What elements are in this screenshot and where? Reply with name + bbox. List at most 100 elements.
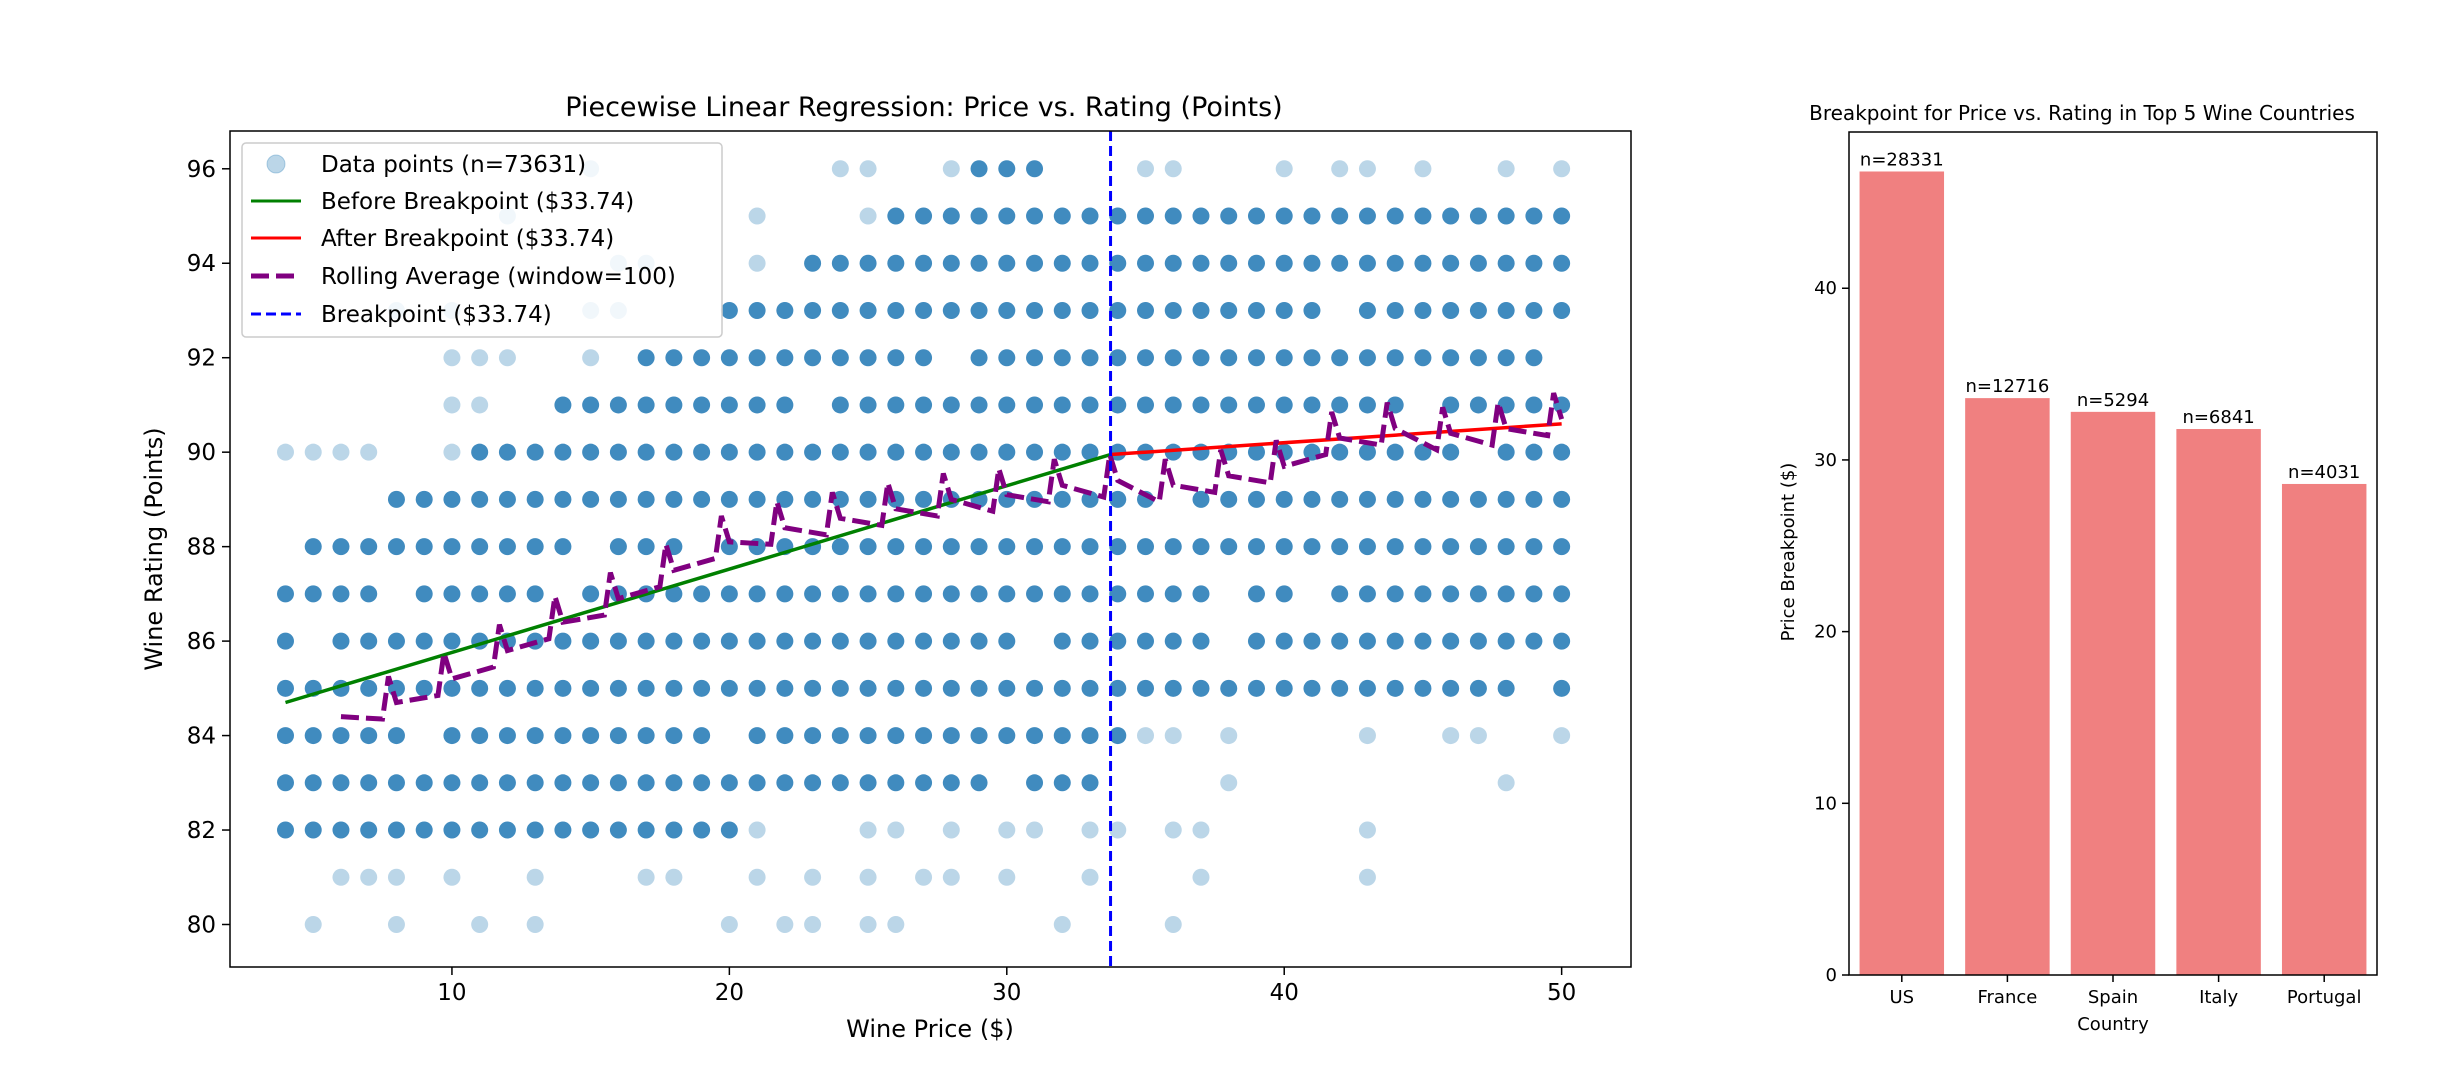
data-point [776, 490, 794, 508]
data-point [1053, 443, 1071, 461]
data-point [582, 585, 600, 603]
data-point [443, 821, 461, 839]
data-point [970, 585, 988, 603]
data-point [554, 443, 572, 461]
data-point [776, 679, 794, 697]
data-point [1137, 207, 1155, 225]
bar-bars: n=28331 n=12716 n=5294 n=6841 n=4031 [1859, 149, 2367, 976]
data-point [471, 396, 489, 414]
bar [1859, 171, 1945, 976]
data-point [360, 727, 378, 745]
data-point [554, 396, 572, 414]
x-tick-label: US [1889, 987, 1914, 1008]
data-point [1275, 538, 1293, 556]
data-point [554, 821, 572, 839]
data-point [1358, 679, 1376, 697]
y-tick-label: 90 [187, 440, 216, 466]
data-point [693, 632, 711, 650]
data-point [1525, 349, 1543, 367]
bar-y-axis: 0 10 20 30 40 [1814, 278, 1849, 986]
data-point [526, 868, 544, 886]
data-point [1275, 490, 1293, 508]
data-point [831, 632, 849, 650]
data-point [1275, 632, 1293, 650]
data-point [1386, 632, 1404, 650]
data-point [998, 443, 1016, 461]
data-point [1358, 821, 1376, 839]
data-point [942, 254, 960, 272]
data-point [1469, 632, 1487, 650]
data-point [1081, 396, 1099, 414]
scatter-legend: Data points (n=73631) Before Breakpoint … [241, 142, 723, 338]
data-point [1469, 679, 1487, 697]
data-point [526, 679, 544, 697]
scatter-chart-title: Piecewise Linear Regression: Price vs. R… [565, 92, 1282, 123]
data-point [387, 632, 405, 650]
data-point [609, 396, 627, 414]
data-point [720, 585, 738, 603]
data-point [1247, 396, 1265, 414]
data-point [970, 160, 988, 178]
bar [2176, 429, 2261, 976]
data-point [859, 538, 877, 556]
data-point [831, 727, 849, 745]
data-point [526, 443, 544, 461]
data-point [915, 301, 933, 319]
data-point [637, 774, 655, 792]
bar-data-label: n=4031 [2288, 462, 2360, 483]
data-point [1497, 490, 1515, 508]
data-point [1331, 585, 1349, 603]
data-point [998, 254, 1016, 272]
data-point [998, 727, 1016, 745]
data-point [1358, 396, 1376, 414]
data-point [443, 349, 461, 367]
y-tick-label: 94 [187, 251, 216, 277]
bar-x-axis-label: Country [2077, 1014, 2149, 1035]
data-point [276, 632, 294, 650]
data-point [1053, 301, 1071, 319]
data-point [1247, 679, 1265, 697]
data-point [332, 821, 350, 839]
data-point [831, 490, 849, 508]
data-point [804, 443, 822, 461]
data-point [1026, 727, 1044, 745]
data-point [1192, 301, 1210, 319]
y-tick-label: 30 [1814, 450, 1837, 471]
data-point [1331, 632, 1349, 650]
data-point [1525, 254, 1543, 272]
data-point [637, 396, 655, 414]
data-point [998, 349, 1016, 367]
data-point [1026, 254, 1044, 272]
data-point [1247, 254, 1265, 272]
y-tick-label: 88 [187, 535, 216, 561]
data-point [1220, 301, 1238, 319]
data-point [1081, 585, 1099, 603]
data-point [1275, 160, 1293, 178]
data-point [998, 207, 1016, 225]
data-point [1109, 585, 1127, 603]
data-point [693, 727, 711, 745]
data-point [304, 538, 322, 556]
data-point [1137, 301, 1155, 319]
data-point [1275, 254, 1293, 272]
data-point [360, 868, 378, 886]
data-point [554, 727, 572, 745]
data-point [804, 585, 822, 603]
data-point [1414, 160, 1432, 178]
data-point [415, 774, 433, 792]
data-point [1026, 821, 1044, 839]
data-point [1442, 490, 1460, 508]
data-point [1109, 396, 1127, 414]
data-point [1164, 821, 1182, 839]
data-point [1247, 632, 1265, 650]
data-point [1137, 538, 1155, 556]
data-point [1303, 301, 1321, 319]
data-point [1053, 490, 1071, 508]
data-point [748, 349, 766, 367]
data-point [360, 585, 378, 603]
data-point [471, 679, 489, 697]
data-point [665, 396, 683, 414]
data-point [387, 774, 405, 792]
data-point [304, 915, 322, 933]
data-point [498, 774, 516, 792]
